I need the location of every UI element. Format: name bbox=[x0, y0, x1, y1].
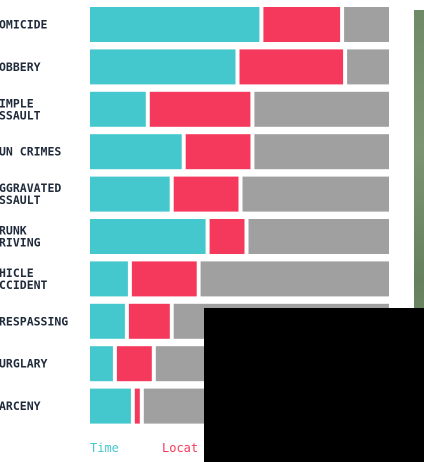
category-label: URGLARY bbox=[0, 357, 48, 371]
category-label: IMPLE SSAULT bbox=[0, 96, 41, 122]
category-label: OMICIDE bbox=[0, 18, 48, 32]
other-bar-segment bbox=[248, 219, 389, 254]
location-bar-segment bbox=[128, 303, 170, 339]
location-bar-segment bbox=[149, 91, 251, 127]
category-label: RESPASSING bbox=[0, 314, 68, 328]
location-bar-segment bbox=[173, 176, 239, 212]
time-bar-segment bbox=[90, 388, 131, 424]
map-image-edge bbox=[414, 10, 424, 462]
legend-location-label: Locat bbox=[162, 441, 198, 455]
location-bar-segment bbox=[209, 219, 245, 254]
time-bar-segment bbox=[90, 261, 128, 297]
category-label: HICLE CCIDENT bbox=[0, 266, 48, 292]
category-label: UN CRIMES bbox=[0, 145, 61, 159]
location-bar-segment bbox=[131, 261, 197, 297]
location-bar-segment bbox=[239, 49, 344, 85]
other-bar-segment bbox=[254, 134, 389, 170]
time-bar-segment bbox=[90, 49, 236, 85]
time-bar-segment bbox=[90, 176, 170, 212]
category-label: OBBERY bbox=[0, 60, 41, 74]
other-bar-segment bbox=[200, 261, 389, 297]
category-label: ARCENY bbox=[0, 399, 41, 413]
category-label: GGRAVATED SSAULT bbox=[0, 181, 61, 207]
location-bar-segment bbox=[185, 134, 251, 170]
other-bar-segment bbox=[344, 7, 389, 42]
category-label: RUNK RIVING bbox=[0, 224, 41, 250]
location-bar-segment bbox=[134, 388, 140, 424]
location-bar-segment bbox=[116, 346, 152, 382]
time-bar-segment bbox=[90, 134, 182, 170]
other-bar-segment bbox=[347, 49, 389, 85]
time-bar-segment bbox=[90, 7, 260, 42]
time-bar-segment bbox=[90, 219, 206, 254]
time-bar-segment bbox=[90, 91, 146, 127]
occluding-black-box bbox=[204, 308, 424, 462]
time-bar-segment bbox=[90, 346, 113, 382]
legend-time-label: Time bbox=[90, 441, 119, 455]
time-bar-segment bbox=[90, 303, 125, 339]
other-bar-segment bbox=[242, 176, 389, 212]
other-bar-segment bbox=[254, 91, 389, 127]
location-bar-segment bbox=[263, 7, 341, 42]
